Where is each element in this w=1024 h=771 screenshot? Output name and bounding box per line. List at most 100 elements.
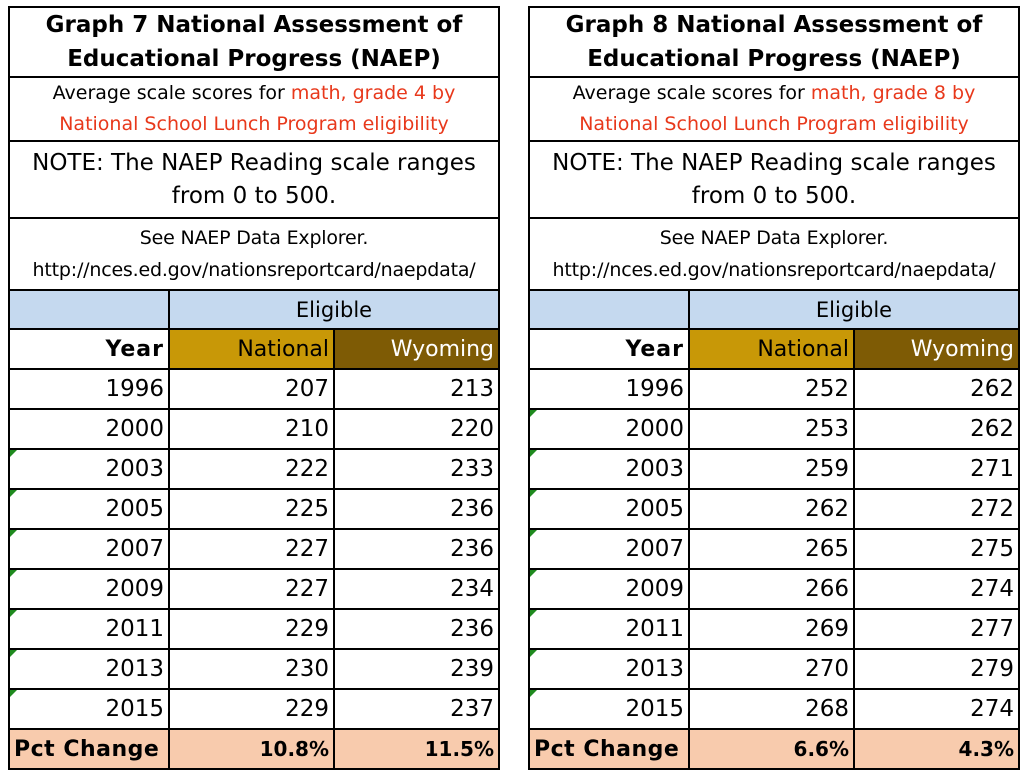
comment-marker-icon bbox=[10, 450, 17, 457]
national-cell: 210 bbox=[168, 408, 335, 450]
year-cell: 2013 bbox=[8, 648, 170, 690]
year-cell: 2013 bbox=[528, 648, 690, 690]
wyoming-cell: 220 bbox=[332, 408, 501, 450]
wyoming-column-header: Wyoming bbox=[332, 328, 501, 370]
eligible-header: Eligible bbox=[167, 289, 501, 330]
wyoming-value: 279 bbox=[970, 656, 1015, 682]
national-value: 268 bbox=[805, 696, 849, 722]
wyoming-cell: 262 bbox=[852, 368, 1021, 410]
wyoming-value: 262 bbox=[970, 376, 1015, 402]
national-cell: 265 bbox=[688, 528, 855, 570]
wyoming-cell: 234 bbox=[332, 568, 501, 610]
national-cell: 262 bbox=[688, 488, 855, 530]
year-value: 2015 bbox=[625, 696, 684, 722]
year-value: 1996 bbox=[105, 376, 164, 402]
national-cell: 222 bbox=[168, 448, 335, 490]
note-line-1: NOTE: The NAEP Reading scale ranges bbox=[552, 149, 996, 176]
year-cell: 2015 bbox=[528, 688, 690, 730]
graph-subtitle: Average scale scores for math, grade 4 b… bbox=[7, 76, 501, 142]
graph-subtitle: Average scale scores for math, grade 8 b… bbox=[527, 76, 1021, 142]
table-row: 2011 229 236 bbox=[8, 608, 501, 650]
year-cell: 2000 bbox=[8, 408, 170, 450]
wyoming-value: 220 bbox=[450, 416, 495, 442]
national-value: 270 bbox=[805, 656, 849, 682]
national-cell: 229 bbox=[168, 688, 335, 730]
eligible-blank-cell bbox=[8, 289, 170, 330]
national-cell: 207 bbox=[168, 368, 335, 410]
national-cell: 227 bbox=[168, 568, 335, 610]
national-cell: 259 bbox=[688, 448, 855, 490]
year-value: 2011 bbox=[105, 616, 164, 642]
wyoming-value: 237 bbox=[450, 696, 495, 722]
national-value: 230 bbox=[285, 656, 329, 682]
subtitle-highlight-1: math, grade 4 by bbox=[290, 82, 456, 104]
subtitle-highlight-1: math, grade 8 by bbox=[810, 82, 976, 104]
year-value: 2005 bbox=[625, 496, 684, 522]
table-row: 2005 225 236 bbox=[8, 488, 501, 530]
year-cell: 2005 bbox=[528, 488, 690, 530]
wyoming-value: 272 bbox=[970, 496, 1015, 522]
wyoming-cell: 213 bbox=[332, 368, 501, 410]
table-row: 1996 252 262 bbox=[528, 368, 1021, 410]
table-row: 2009 227 234 bbox=[8, 568, 501, 610]
eligible-blank-cell bbox=[528, 289, 690, 330]
comment-marker-icon bbox=[10, 570, 17, 577]
table-row: 2009 266 274 bbox=[528, 568, 1021, 610]
naep-table: Graph 8 National Assessment of Education… bbox=[527, 6, 1021, 770]
subtitle-highlight-2: National School Lunch Program eligibilit… bbox=[579, 113, 969, 135]
scale-note: NOTE: The NAEP Reading scale ranges from… bbox=[527, 140, 1021, 219]
national-value: 259 bbox=[805, 456, 849, 482]
subtitle-prefix: Average scale scores for bbox=[572, 82, 811, 104]
graph-title: Graph 7 National Assessment of Education… bbox=[7, 6, 501, 78]
note-line-2: from 0 to 500. bbox=[171, 182, 337, 209]
year-cell: 2007 bbox=[528, 528, 690, 570]
graph-7-panel: Graph 7 National Assessment of Education… bbox=[7, 6, 501, 770]
note-line-2: from 0 to 500. bbox=[691, 182, 857, 209]
wyoming-value: 271 bbox=[970, 456, 1015, 482]
table-row: 2007 227 236 bbox=[8, 528, 501, 570]
wyoming-cell: 277 bbox=[852, 608, 1021, 650]
wyoming-cell: 271 bbox=[852, 448, 1021, 490]
national-value: 269 bbox=[805, 616, 849, 642]
wyoming-cell: 272 bbox=[852, 488, 1021, 530]
wyoming-value: 262 bbox=[970, 416, 1015, 442]
year-cell: 1996 bbox=[8, 368, 170, 410]
national-column-header: National bbox=[168, 328, 335, 370]
wyoming-cell: 274 bbox=[852, 688, 1021, 730]
title-line-1: Graph 8 National Assessment of bbox=[565, 12, 983, 38]
year-cell: 2009 bbox=[8, 568, 170, 610]
year-column-header: Year bbox=[8, 328, 170, 370]
national-cell: 230 bbox=[168, 648, 335, 690]
table-row: 2003 259 271 bbox=[528, 448, 1021, 490]
year-value: 2000 bbox=[105, 416, 164, 442]
national-cell: 266 bbox=[688, 568, 855, 610]
wyoming-value: 234 bbox=[450, 576, 495, 602]
naep-table: Graph 7 National Assessment of Education… bbox=[7, 6, 501, 770]
year-cell: 2003 bbox=[528, 448, 690, 490]
comment-marker-icon bbox=[10, 610, 17, 617]
table-row: 2000 253 262 bbox=[528, 408, 1021, 450]
year-value: 2013 bbox=[105, 656, 164, 682]
data-explorer-reference: See NAEP Data Explorer. http://nces.ed.g… bbox=[7, 217, 501, 291]
pct-change-label: Pct Change bbox=[8, 728, 170, 770]
national-cell: 229 bbox=[168, 608, 335, 650]
wyoming-cell: 262 bbox=[852, 408, 1021, 450]
national-value: 222 bbox=[285, 456, 329, 482]
explorer-url: http://nces.ed.gov/nationsreportcard/nae… bbox=[552, 259, 996, 281]
table-row: 2013 270 279 bbox=[528, 648, 1021, 690]
pct-change-wyoming: 11.5% bbox=[332, 728, 501, 770]
year-cell: 2000 bbox=[528, 408, 690, 450]
national-cell: 227 bbox=[168, 528, 335, 570]
pct-change-label: Pct Change bbox=[528, 728, 690, 770]
comment-marker-icon bbox=[10, 490, 17, 497]
title-line-2: Educational Progress (NAEP) bbox=[587, 46, 961, 72]
table-row: 2007 265 275 bbox=[528, 528, 1021, 570]
wyoming-cell: 233 bbox=[332, 448, 501, 490]
year-value: 2009 bbox=[105, 576, 164, 602]
year-cell: 2011 bbox=[528, 608, 690, 650]
comment-marker-icon bbox=[530, 530, 537, 537]
graph-8-panel: Graph 8 National Assessment of Education… bbox=[527, 6, 1021, 770]
wyoming-value: 277 bbox=[970, 616, 1015, 642]
table-row: 2013 230 239 bbox=[8, 648, 501, 690]
wyoming-value: 274 bbox=[970, 576, 1015, 602]
